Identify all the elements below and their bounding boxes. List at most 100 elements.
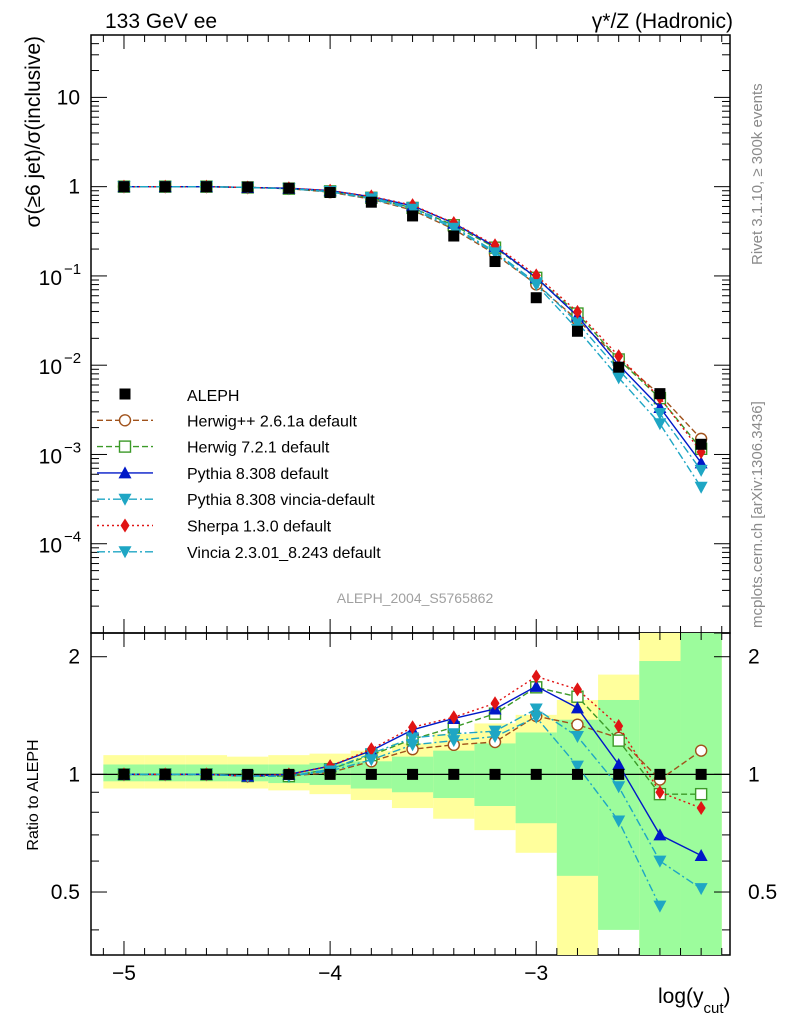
series-line-main [123, 185, 702, 450]
series-point-main [488, 247, 502, 260]
series-point-main [529, 279, 543, 292]
legend-marker [118, 546, 132, 559]
y-tick-label-ratio-right: 0.5 [748, 881, 777, 904]
series-point-main [694, 481, 708, 494]
series-point-ratio [447, 728, 461, 741]
series-point-main [612, 372, 626, 385]
series-point-ratio [653, 855, 667, 868]
series-point-main [406, 203, 420, 216]
data-point-ratio [448, 768, 460, 780]
data-point-ratio [324, 768, 336, 780]
data-point-ratio [695, 768, 707, 780]
series-point-ratio [406, 739, 420, 752]
series-point-ratio [570, 730, 584, 743]
legend-label: Herwig++ 2.6.1a default [187, 413, 357, 430]
ratio-uncertainty-bands [91, 633, 730, 955]
y-tick-label-main-exponent: −2 [64, 350, 81, 367]
data-point-main [654, 388, 666, 400]
series-point-ratio [694, 883, 708, 896]
legend-label: Pythia 8.308 vincia-default [187, 492, 375, 509]
legend-marker [118, 493, 132, 506]
series-point-ratio [364, 754, 378, 767]
legend-marker [118, 466, 132, 479]
data-point-ratio [242, 768, 254, 780]
y-tick-label-ratio-left: 2 [68, 646, 80, 669]
y-tick-label-ratio-left: 1 [68, 763, 80, 786]
series-point-main [614, 349, 624, 364]
series-point-main [653, 407, 667, 420]
series-point-ratio [694, 744, 708, 757]
main-plot-frame [90, 34, 731, 634]
data-point-main [489, 256, 501, 268]
series-point-ratio [612, 815, 626, 828]
series-point-ratio [366, 742, 376, 757]
series-point-ratio [531, 669, 541, 684]
series-point-ratio [408, 720, 418, 735]
y-tick-label-main: 1 [68, 176, 80, 199]
y-tick-label-main-exponent: −3 [64, 439, 81, 456]
series-point-ratio [655, 785, 665, 800]
y-tick-label-main: 10 [39, 535, 62, 558]
legend-entry: Pythia 8.308 default [97, 466, 329, 483]
header-right-label: γ*/Z (Hadronic) [592, 10, 733, 33]
series-point-main [447, 222, 461, 235]
data-point-ratio [530, 768, 542, 780]
series-point-ratio [612, 781, 626, 794]
data-point-main [695, 438, 707, 450]
data-point-ratio [489, 768, 501, 780]
x-axis-title: log(ycut) [658, 985, 731, 1017]
x-axis-title-sub: cut [704, 1000, 725, 1017]
data-point-ratio [118, 768, 130, 780]
ratio-y-axis-title: Ratio to ALEPH [25, 739, 42, 850]
series-point-ratio [449, 710, 459, 725]
legend-entry-data: ALEPH [119, 388, 239, 405]
series-point-ratio [570, 701, 584, 714]
legend-label: Vincia 2.3.01_8.243 default [187, 545, 381, 562]
series-point-ratio [694, 787, 708, 801]
legend-entry: Pythia 8.308 vincia-default [97, 492, 375, 509]
data-point-ratio [613, 768, 625, 780]
legend-marker-data [119, 388, 131, 400]
data-point-main [365, 196, 377, 208]
data-point-ratio [283, 768, 295, 780]
y-tick-label-ratio-left: 0.5 [51, 881, 80, 904]
ratio-plot-frame [90, 632, 731, 956]
legend: ALEPH Herwig++ 2.6.1a default Herwig 7.2.1… [97, 388, 381, 562]
series-point-main [570, 317, 584, 330]
analysis-watermark: ALEPH_2004_S5765862 [337, 590, 494, 606]
series-point-ratio [612, 757, 626, 770]
y-tick-label-ratio-right: 1 [748, 763, 760, 786]
series-point-ratio [696, 801, 706, 816]
series-point-main [572, 304, 582, 319]
aleph-data-points [118, 181, 707, 780]
series-line-main [123, 185, 702, 453]
y-tick-label-main: 10 [39, 356, 62, 379]
legend-entry: Vincia 2.3.01_8.243 default [97, 545, 381, 562]
data-point-main [242, 181, 254, 193]
legend-label: Sherpa 1.3.0 default [187, 519, 332, 536]
y-tick-label-main: 10 [57, 86, 80, 109]
data-point-main [324, 187, 336, 199]
legend-marker [118, 440, 132, 453]
data-point-main [571, 325, 583, 337]
rivet-version-label: Rivet 3.1.10, ≥ 300k events [749, 83, 766, 265]
x-axis-title-close: ) [724, 985, 731, 1008]
y-tick-label-main-exponent: −1 [64, 261, 81, 278]
data-point-main [448, 230, 460, 242]
series-point-ratio [614, 718, 624, 733]
series-point-ratio [488, 730, 502, 743]
series-point-ratio [572, 682, 582, 697]
series-point-ratio [447, 735, 461, 748]
data-point-ratio [365, 768, 377, 780]
legend-marker [120, 518, 130, 533]
data-point-ratio [200, 768, 212, 780]
y-tick-label-main: 10 [39, 445, 62, 468]
data-point-ratio [571, 768, 583, 780]
y-tick-label-main-exponent: −4 [64, 529, 81, 546]
legend-label: Pythia 8.308 default [187, 466, 329, 483]
data-point-ratio [654, 768, 666, 780]
legend-label-data: ALEPH [187, 388, 239, 405]
legend-entry: Herwig 7.2.1 default [97, 440, 330, 457]
